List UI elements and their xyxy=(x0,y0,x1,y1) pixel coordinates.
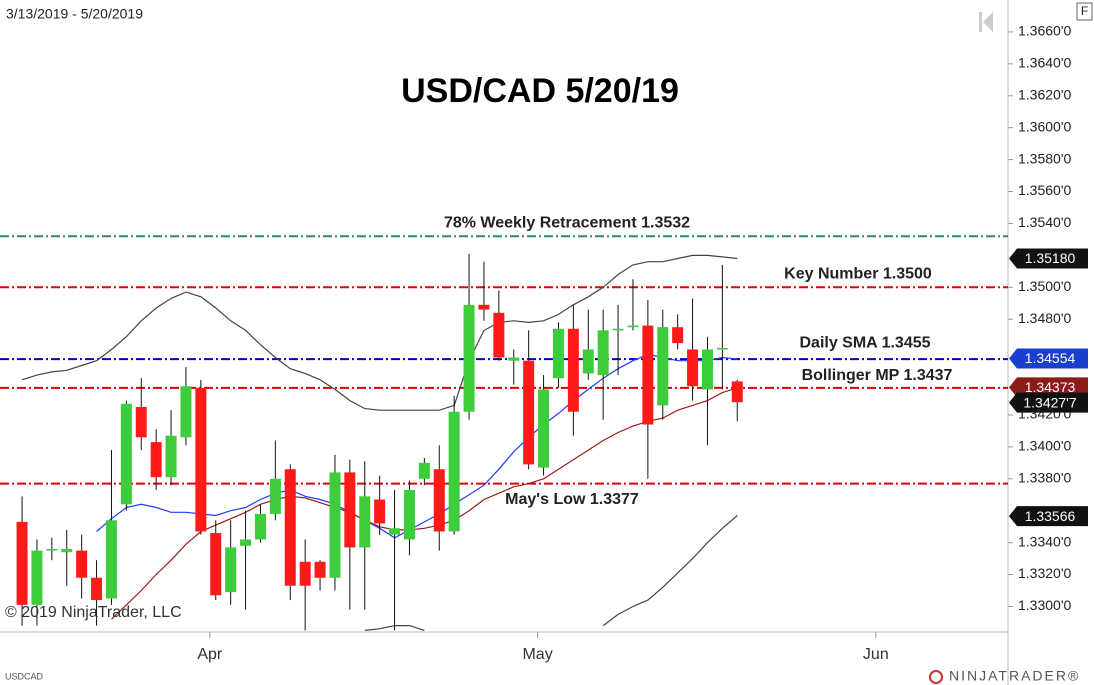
candle-body xyxy=(31,550,43,605)
menu-box[interactable] xyxy=(1076,2,1093,21)
plot-area xyxy=(0,235,1008,631)
candle-body xyxy=(493,312,505,358)
candle-body xyxy=(46,549,58,551)
price-label-box xyxy=(1009,506,1088,527)
candle-body xyxy=(269,478,281,514)
candle-body xyxy=(254,513,266,540)
price-label: 1.34554 xyxy=(1025,350,1076,366)
y-tick-label: 1.3540'0 xyxy=(1018,214,1071,230)
candle-body xyxy=(299,561,311,586)
candle-body xyxy=(284,469,296,586)
candle-body xyxy=(135,406,147,438)
candle-body xyxy=(657,327,669,406)
candle-body xyxy=(180,386,192,438)
x-tick-label: Jun xyxy=(863,646,889,663)
candle-body xyxy=(582,349,594,374)
candle-body xyxy=(225,547,237,593)
price-label: 1.35180 xyxy=(1025,250,1076,266)
candle-body xyxy=(16,521,28,605)
level-label: May's Low 1.3377 xyxy=(505,491,639,508)
candle-body xyxy=(150,442,162,478)
candle-body xyxy=(448,411,460,532)
y-tick-label: 1.3500'0 xyxy=(1018,278,1071,294)
copyright: © 2019 NinjaTrader, LLC xyxy=(5,604,182,621)
logo: NINJATRADER® xyxy=(949,668,1080,684)
candle-body xyxy=(716,347,728,350)
candle-body xyxy=(374,499,386,524)
candle-body xyxy=(538,389,550,468)
y-tick-label: 1.3580'0 xyxy=(1018,150,1071,166)
candle-body xyxy=(612,328,624,331)
y-tick-label: 1.3400'0 xyxy=(1018,438,1071,454)
candle-body xyxy=(672,327,684,344)
price-label-box xyxy=(1009,392,1088,413)
collapse-icon[interactable] xyxy=(979,12,993,32)
candle-body xyxy=(61,549,73,553)
logo-icon xyxy=(929,670,943,684)
candle-body xyxy=(195,387,207,532)
y-tick-label: 1.3380'0 xyxy=(1018,469,1071,485)
candle-body xyxy=(701,349,713,390)
y-tick-label: 1.3480'0 xyxy=(1018,310,1071,326)
level-label: Key Number 1.3500 xyxy=(784,265,932,282)
candle-body xyxy=(329,472,341,578)
candle-body xyxy=(687,349,699,387)
price-label: 1.34373 xyxy=(1025,379,1076,395)
indicator-line xyxy=(21,254,738,411)
level-label: Bollinger MP 1.3437 xyxy=(802,367,953,384)
candle-body xyxy=(76,550,88,578)
price-label-box xyxy=(1009,348,1088,369)
candle-body xyxy=(597,330,609,376)
y-tick-label: 1.3560'0 xyxy=(1018,182,1071,198)
price-label: 1.33566 xyxy=(1025,508,1076,524)
y-tick-label: 1.3620'0 xyxy=(1018,86,1071,102)
candle-body xyxy=(210,533,222,596)
date-range: 3/13/2019 - 5/20/2019 xyxy=(6,6,143,22)
candle-body xyxy=(389,528,401,535)
price-label: 1.3427'7 xyxy=(1023,394,1076,410)
candle-body xyxy=(359,496,371,548)
candle-body xyxy=(314,561,326,578)
candle-body xyxy=(418,462,430,479)
candle-body xyxy=(240,539,252,546)
icon-arrow xyxy=(983,12,993,32)
price-label-box xyxy=(1009,248,1088,269)
y-tick-label: 1.3600'0 xyxy=(1018,118,1071,134)
x-tick-label: Apr xyxy=(197,646,223,663)
candle-body xyxy=(523,360,535,465)
menu-label[interactable]: F xyxy=(1081,4,1088,18)
y-tick-label: 1.3300'0 xyxy=(1018,597,1071,613)
y-tick-label: 1.3320'0 xyxy=(1018,565,1071,581)
level-label: 78% Weekly Retracement 1.3532 xyxy=(444,214,690,231)
candle-body xyxy=(567,328,579,412)
candle-body xyxy=(508,357,520,361)
symbol: USDCAD xyxy=(5,671,44,681)
candle-body xyxy=(627,325,639,328)
x-tick-label: May xyxy=(522,646,552,663)
price-label-box xyxy=(1009,377,1088,398)
candle-body xyxy=(433,469,445,532)
candle-body xyxy=(120,403,132,505)
y-tick-label: 1.3640'0 xyxy=(1018,55,1071,71)
y-tick-label: 1.3340'0 xyxy=(1018,533,1071,549)
y-tick-label: 1.3660'0 xyxy=(1018,23,1071,39)
candle-body xyxy=(91,577,103,601)
candle-body xyxy=(642,325,654,425)
chart-title: USD/CAD 5/20/19 xyxy=(401,72,679,110)
level-label: Daily SMA 1.3455 xyxy=(799,334,930,351)
candle-body xyxy=(105,520,117,599)
candle-body xyxy=(403,489,415,540)
candle-body xyxy=(344,472,356,548)
candle-body xyxy=(731,381,743,403)
candle-body xyxy=(165,435,177,478)
candle-body xyxy=(463,304,475,412)
icon-bar xyxy=(979,12,982,32)
candle-body xyxy=(478,304,490,310)
candle-body xyxy=(552,328,564,379)
